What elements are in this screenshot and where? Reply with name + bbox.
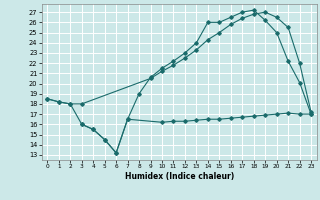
X-axis label: Humidex (Indice chaleur): Humidex (Indice chaleur) (124, 172, 234, 181)
